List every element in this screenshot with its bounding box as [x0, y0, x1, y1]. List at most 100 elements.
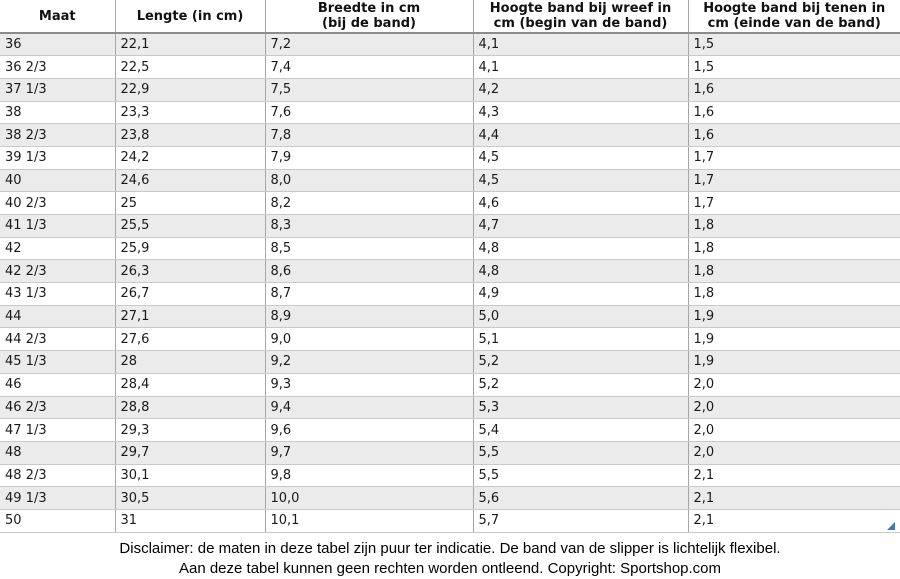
cell-lengte: 26,3 — [114, 259, 265, 284]
column-header-lengte: Lengte (in cm) — [114, 0, 265, 34]
cell-hoogte-wreef: 4,5 — [472, 169, 688, 193]
column-header-breedte: Breedte in cm (bij de band) — [264, 0, 473, 34]
cell-maat: 42 2/3 — [0, 259, 115, 284]
cell-maat: 40 — [0, 169, 115, 193]
table-row: 44 2/3 27,6 9,0 5,1 1,9 — [0, 327, 900, 352]
cell-breedte: 8,7 — [264, 282, 473, 306]
cell-hoogte-wreef: 5,1 — [472, 327, 688, 352]
table-row: 47 1/3 29,3 9,6 5,4 2,0 — [0, 418, 900, 442]
cell-hoogte-tenen: 1,9 — [687, 327, 900, 352]
cell-hoogte-tenen: 2,0 — [687, 441, 900, 465]
cell-hoogte-tenen: 2,1 — [687, 509, 900, 533]
column-header-label: Lengte (in cm) — [136, 8, 244, 24]
disclaimer: Disclaimer: de maten in deze tabel zijn … — [0, 539, 900, 579]
cell-maat: 36 — [0, 33, 115, 57]
column-header-label: Hoogte band bij wreef in — [489, 1, 672, 16]
size-table: Maat Lengte (in cm) Breedte in cm (bij d… — [0, 0, 900, 533]
column-header-hoogte-wreef: Hoogte band bij wreef in cm (begin van d… — [472, 0, 688, 34]
cell-hoogte-wreef: 5,2 — [472, 373, 688, 397]
cell-maat: 36 2/3 — [0, 55, 115, 79]
cell-lengte: 26,7 — [114, 282, 265, 306]
cell-breedte: 9,4 — [264, 396, 473, 420]
cell-hoogte-wreef: 4,7 — [472, 214, 688, 238]
cell-breedte: 8,5 — [264, 237, 473, 261]
table-row: 37 1/3 22,9 7,5 4,2 1,6 — [0, 78, 900, 102]
cell-breedte: 7,4 — [264, 55, 473, 79]
cell-maat: 50 — [0, 509, 115, 533]
cell-hoogte-wreef: 4,4 — [472, 123, 688, 147]
cell-breedte: 7,2 — [264, 33, 473, 57]
cell-maat: 41 1/3 — [0, 214, 115, 238]
cell-breedte: 9,8 — [264, 464, 473, 488]
cell-hoogte-wreef: 4,6 — [472, 191, 688, 215]
cell-hoogte-tenen: 1,8 — [687, 259, 900, 284]
cell-lengte: 22,9 — [114, 78, 265, 102]
cell-breedte: 7,8 — [264, 123, 473, 147]
cell-lengte: 28 — [114, 350, 265, 374]
cell-hoogte-wreef: 5,6 — [472, 486, 688, 510]
table-row: 38 23,3 7,6 4,3 1,6 — [0, 101, 900, 125]
cell-maat: 42 — [0, 237, 115, 261]
cell-hoogte-wreef: 4,5 — [472, 146, 688, 170]
column-header-label: Hoogte band bij tenen in — [703, 1, 886, 16]
size-table-body: 36 22,1 7,2 4,1 1,5 36 2/3 22,5 7,4 4,1 1,5 37 1/3… — [0, 33, 900, 533]
disclaimer-line1: Disclaimer: de maten in deze tabel zijn … — [119, 539, 781, 557]
cell-hoogte-wreef: 5,5 — [472, 464, 688, 488]
cell-breedte: 8,0 — [264, 169, 473, 193]
cell-lengte: 25 — [114, 191, 265, 215]
cell-hoogte-wreef: 4,9 — [472, 282, 688, 306]
cell-lengte: 22,1 — [114, 33, 265, 57]
table-corner-handle-icon — [887, 521, 895, 530]
cell-hoogte-wreef: 5,3 — [472, 396, 688, 420]
cell-hoogte-tenen: 1,6 — [687, 101, 900, 125]
cell-hoogte-wreef: 4,3 — [472, 101, 688, 125]
cell-breedte: 9,0 — [264, 327, 473, 352]
cell-hoogte-tenen: 2,0 — [687, 418, 900, 442]
column-header-label: cm (begin van de band) — [493, 16, 668, 31]
cell-breedte: 9,6 — [264, 418, 473, 442]
cell-lengte: 24,2 — [114, 146, 265, 170]
cell-hoogte-wreef: 4,1 — [472, 55, 688, 79]
cell-lengte: 24,6 — [114, 169, 265, 193]
cell-hoogte-tenen: 1,6 — [687, 78, 900, 102]
table-row: 43 1/3 26,7 8,7 4,9 1,8 — [0, 282, 900, 306]
table-row: 49 1/3 30,5 10,0 5,6 2,1 — [0, 486, 900, 510]
cell-hoogte-tenen: 1,5 — [687, 33, 900, 57]
table-row: 36 2/3 22,5 7,4 4,1 1,5 — [0, 55, 900, 79]
cell-lengte: 23,8 — [114, 123, 265, 147]
cell-hoogte-tenen: 2,0 — [687, 396, 900, 420]
table-row: 45 1/3 28 9,2 5,2 1,9 — [0, 350, 900, 374]
cell-hoogte-tenen: 1,7 — [687, 146, 900, 170]
cell-maat: 39 1/3 — [0, 146, 115, 170]
cell-breedte: 8,6 — [264, 259, 473, 284]
cell-breedte: 9,7 — [264, 441, 473, 465]
cell-hoogte-wreef: 4,8 — [472, 259, 688, 284]
cell-maat: 38 — [0, 101, 115, 125]
cell-breedte: 7,9 — [264, 146, 473, 170]
table-row: 44 27,1 8,9 5,0 1,9 — [0, 305, 900, 329]
cell-maat: 38 2/3 — [0, 123, 115, 147]
table-row: 40 2/3 25 8,2 4,6 1,7 — [0, 191, 900, 215]
cell-maat: 40 2/3 — [0, 191, 115, 215]
cell-hoogte-tenen: 1,8 — [687, 237, 900, 261]
cell-hoogte-tenen: 1,5 — [687, 55, 900, 79]
table-row: 39 1/3 24,2 7,9 4,5 1,7 — [0, 146, 900, 170]
cell-breedte: 10,0 — [264, 486, 473, 510]
cell-hoogte-tenen: 1,7 — [687, 191, 900, 215]
cell-maat: 48 — [0, 441, 115, 465]
cell-lengte: 31 — [114, 509, 265, 533]
cell-breedte: 7,6 — [264, 101, 473, 125]
column-header-label: Maat — [38, 8, 76, 24]
cell-lengte: 27,6 — [114, 327, 265, 352]
cell-hoogte-tenen: 1,7 — [687, 169, 900, 193]
cell-hoogte-tenen: 1,9 — [687, 305, 900, 329]
table-row: 42 2/3 26,3 8,6 4,8 1,8 — [0, 259, 900, 284]
cell-hoogte-tenen: 2,1 — [687, 486, 900, 510]
table-row: 48 29,7 9,7 5,5 2,0 — [0, 441, 900, 465]
cell-lengte: 25,9 — [114, 237, 265, 261]
table-row: 40 24,6 8,0 4,5 1,7 — [0, 169, 900, 193]
cell-lengte: 28,8 — [114, 396, 265, 420]
cell-breedte: 8,3 — [264, 214, 473, 238]
cell-maat: 43 1/3 — [0, 282, 115, 306]
